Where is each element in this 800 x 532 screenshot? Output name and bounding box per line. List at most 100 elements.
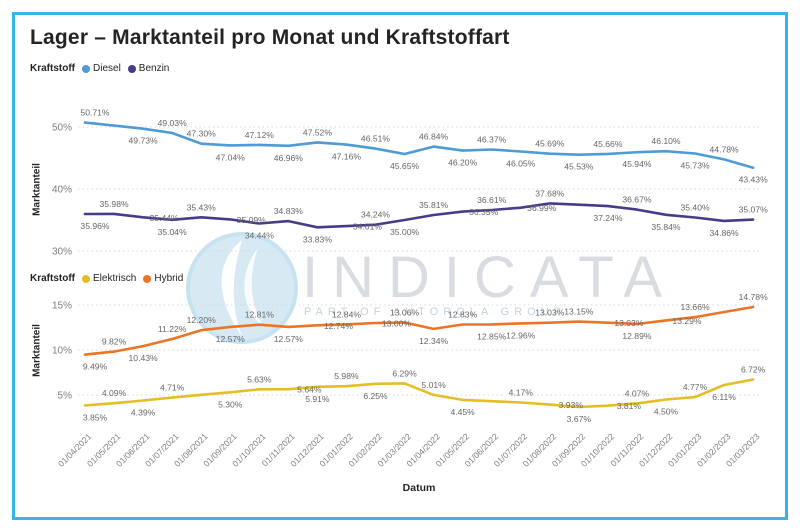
data-label: 37.68% <box>535 188 565 198</box>
data-label: 6.72% <box>741 365 766 375</box>
data-label: 12.57% <box>216 334 246 344</box>
data-label: 12.81% <box>245 310 275 320</box>
data-label: 6.11% <box>712 392 736 402</box>
y-tick-label: 30% <box>52 247 72 258</box>
data-label: 49.73% <box>129 136 159 146</box>
data-label: 45.53% <box>564 162 594 172</box>
data-label: 35.98% <box>99 199 129 209</box>
data-label: 45.69% <box>535 139 565 149</box>
data-label: 5.98% <box>334 371 359 381</box>
data-label: 35.84% <box>651 222 681 232</box>
data-label: 36.67% <box>622 195 652 205</box>
legend-title: Kraftstoff <box>30 63 75 74</box>
y-tick-label: 10% <box>52 346 72 357</box>
legend-label: Diesel <box>93 63 121 74</box>
legend-item-elektrisch[interactable]: Elektrisch <box>82 273 136 284</box>
data-label: 34.44% <box>245 230 275 240</box>
data-label: 6.25% <box>363 391 388 401</box>
hybrid-dot-icon <box>143 274 152 283</box>
legend-item-benzin[interactable]: Benzin <box>127 63 170 74</box>
data-label: 12.84% <box>332 309 362 319</box>
data-label: 12.20% <box>187 315 217 325</box>
data-label: 50.71% <box>80 108 110 118</box>
data-label: 45.65% <box>390 161 420 171</box>
data-label: 35.07% <box>739 205 769 215</box>
data-label: 34.01% <box>353 222 383 232</box>
data-label: 47.16% <box>332 152 362 162</box>
data-label: 35.00% <box>390 227 420 237</box>
data-label: 4.39% <box>131 407 156 417</box>
data-label: 35.96% <box>80 221 110 231</box>
legend-top-chart: Kraftstoff Diesel Benzin <box>30 63 169 74</box>
legend-label: Elektrisch <box>93 273 137 284</box>
data-label: 10.43% <box>129 353 159 363</box>
data-label: 4.09% <box>102 388 127 398</box>
data-label: 35.44% <box>150 213 180 223</box>
data-label: 35.04% <box>158 227 188 237</box>
data-label: 13.29% <box>672 316 702 326</box>
data-label: 47.04% <box>216 152 246 162</box>
data-label: 36.99% <box>527 203 557 213</box>
data-label: 47.30% <box>187 129 217 139</box>
series-line-elektrisch[interactable] <box>83 378 755 409</box>
data-label: 12.74% <box>324 321 354 331</box>
data-label: 35.40% <box>680 203 710 213</box>
legend-item-hybrid[interactable]: Hybrid <box>143 273 183 284</box>
data-label: 47.12% <box>245 130 275 140</box>
data-label: 5.30% <box>218 399 243 409</box>
data-label: 34.83% <box>274 206 304 216</box>
data-label: 46.05% <box>506 158 536 168</box>
data-label: 46.96% <box>274 153 304 163</box>
data-label: 44.78% <box>710 144 740 154</box>
data-label: 34.86% <box>710 228 740 238</box>
series-line-diesel[interactable] <box>83 121 755 169</box>
data-label: 4.45% <box>450 407 475 417</box>
data-label: 4.71% <box>160 383 185 393</box>
legend-title: Kraftstoff <box>30 273 75 284</box>
data-label: 4.17% <box>509 387 534 397</box>
data-label: 3.81% <box>617 401 642 411</box>
legend-label: Benzin <box>138 63 170 74</box>
data-label: 9.49% <box>83 362 108 372</box>
benzin-dot-icon <box>127 64 136 73</box>
data-label: 13.00% <box>382 319 412 329</box>
data-label: 5.63% <box>247 374 272 384</box>
data-label: 35.09% <box>237 215 267 225</box>
y-tick-label: 15% <box>52 301 72 312</box>
data-label: 5.91% <box>305 394 330 404</box>
data-label: 13.03% <box>614 318 644 328</box>
data-label: 4.50% <box>654 407 679 417</box>
data-label: 14.78% <box>739 292 769 302</box>
data-label: 46.10% <box>651 136 681 146</box>
data-label: 11.22% <box>158 324 187 334</box>
data-label: 33.83% <box>303 234 333 244</box>
data-label: 5.64% <box>297 385 322 395</box>
report-card <box>12 12 788 520</box>
data-label: 46.20% <box>448 158 478 168</box>
data-label: 13.06% <box>390 307 420 317</box>
series-line-benzin[interactable] <box>83 202 755 229</box>
data-label: 46.84% <box>419 132 449 142</box>
data-label: 3.67% <box>567 414 592 424</box>
data-label: 43.43% <box>739 175 769 185</box>
data-label: 36.35% <box>469 207 499 217</box>
data-label: 13.15% <box>564 307 594 317</box>
x-axis-title: Datum <box>403 482 436 494</box>
data-label: 49.03% <box>158 118 188 128</box>
data-label: 12.85% <box>477 331 507 341</box>
data-label: 6.29% <box>392 368 417 378</box>
data-label: 46.51% <box>361 134 391 144</box>
data-label: 36.61% <box>477 195 507 205</box>
legend-item-diesel[interactable]: Diesel <box>82 63 121 74</box>
data-label: 12.89% <box>622 331 652 341</box>
legend-label: Hybrid <box>154 273 184 284</box>
y-tick-label: 5% <box>58 391 73 402</box>
data-label: 4.07% <box>625 388 650 398</box>
y-tick-label: 40% <box>52 185 72 196</box>
diesel-dot-icon <box>82 64 90 73</box>
data-label: 3.85% <box>83 412 108 422</box>
elektrisch-dot-icon <box>82 274 90 283</box>
data-label: 45.73% <box>680 160 710 170</box>
series-line-hybrid[interactable] <box>83 305 755 356</box>
